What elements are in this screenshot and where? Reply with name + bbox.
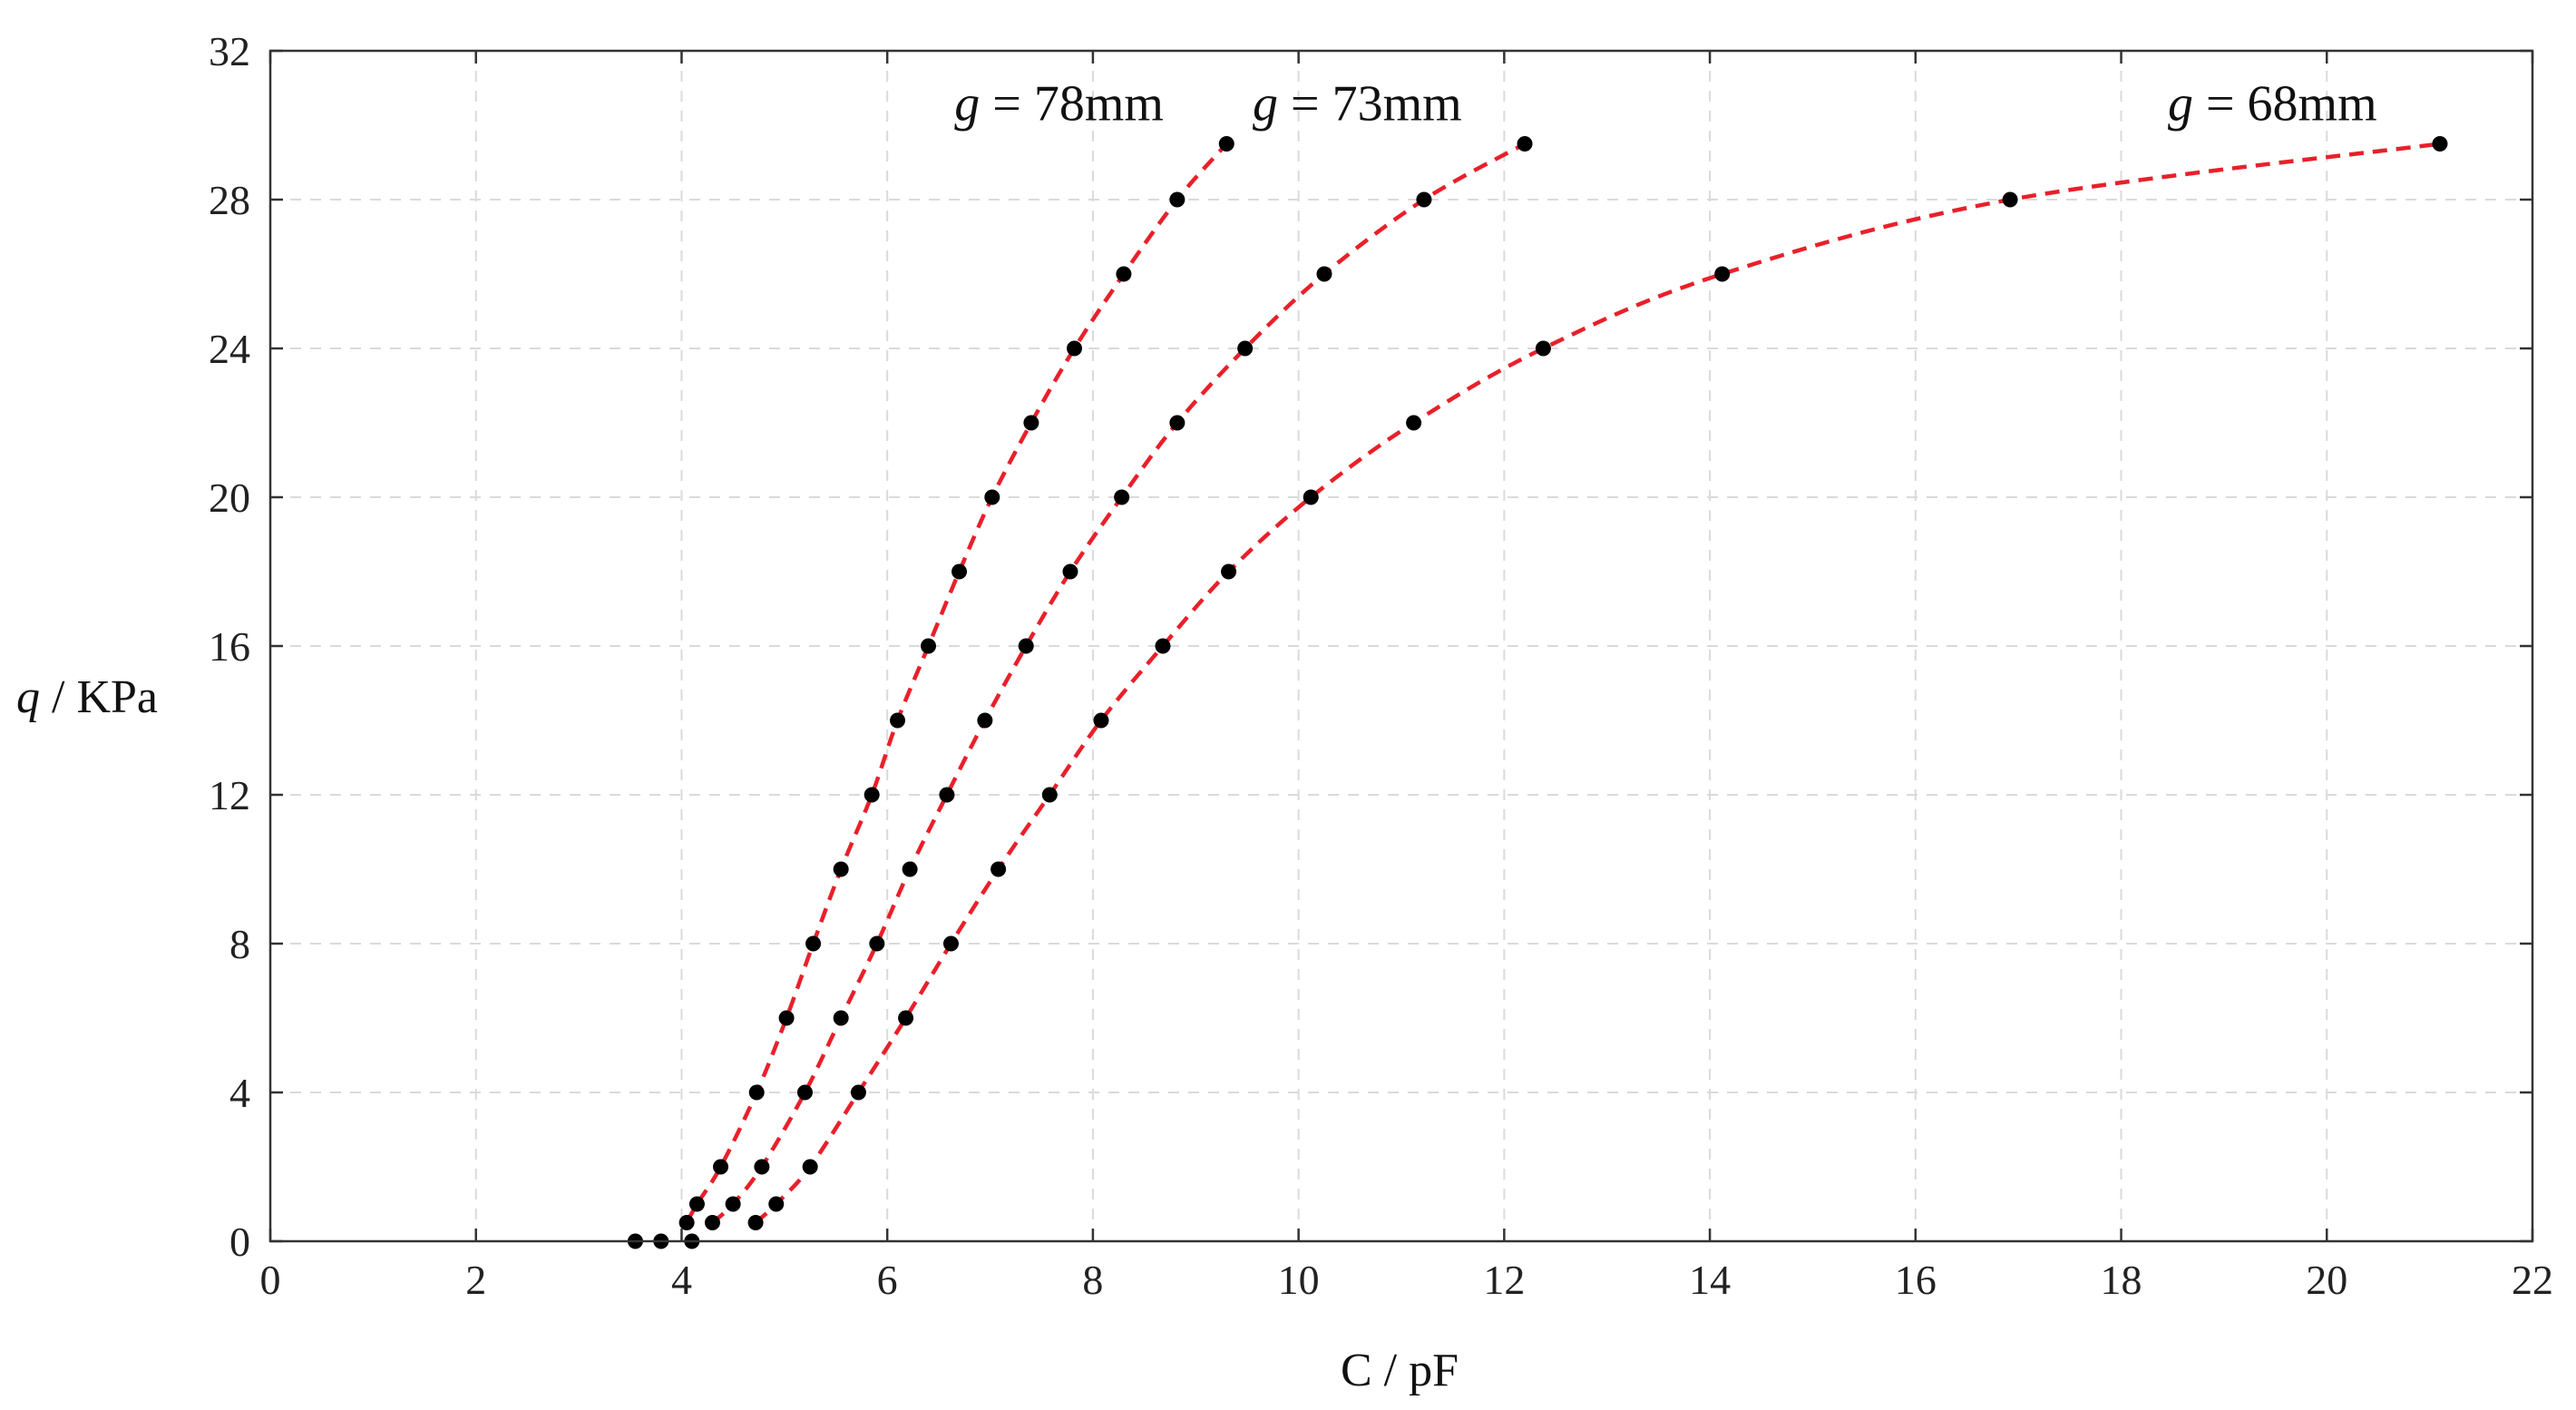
data-point-series-3 [1221,563,1237,580]
data-point-series-3 [1155,638,1171,654]
data-point-series-1 [778,1010,795,1026]
y-tick-label: 8 [229,921,250,967]
data-point-series-1 [713,1159,729,1175]
data-point-series-3 [1714,266,1731,282]
series-label-1: g = 78mm [954,76,1164,132]
data-point-series-3 [898,1010,914,1026]
data-point-series-2 [704,1215,720,1230]
y-axis-title: q / KPa [16,671,158,723]
data-point-series-1 [688,1196,705,1212]
x-tick-labels: 0 2 4 6 8 10 12 14 16 18 20 22 [260,1257,2554,1303]
data-point-series-2 [1237,340,1254,357]
data-point-series-3 [990,861,1007,877]
x-tick-label: 18 [2101,1257,2142,1303]
data-point-series-2 [902,861,918,877]
y-tick-label: 0 [229,1219,250,1265]
x-tick-label: 8 [1082,1257,1103,1303]
y-axis-title-symbol: q [16,671,40,723]
y-tick-labels: 0 4 8 12 16 20 24 28 32 [209,28,250,1265]
grid [270,51,2532,1241]
data-point-series-2 [754,1159,770,1175]
data-point-series-3 [1093,712,1109,729]
series-label-symbol: g [954,76,980,132]
fit-line-series-2 [710,142,1527,1225]
series-label-value: = 78mm [980,76,1164,132]
data-point-series-1 [678,1215,695,1230]
x-tick-label: 22 [2512,1257,2553,1303]
data-point-series-2 [1018,638,1034,654]
data-point-series-3 [1041,787,1058,803]
y-tick-label: 28 [209,177,250,223]
y-tick-label: 4 [229,1070,250,1116]
x-tick-label: 20 [2306,1257,2347,1303]
x-tick-label: 2 [465,1257,486,1303]
data-point-series-1 [921,638,937,654]
data-point-series-2 [725,1196,741,1212]
y-tick-label: 32 [209,28,250,74]
data-point-series-2 [1169,415,1186,431]
y-tick-label: 24 [209,326,250,372]
series-label-symbol: g [1253,76,1278,132]
data-point-series-3 [1535,340,1551,357]
data-point-series-3 [768,1196,785,1212]
data-point-series-3 [802,1159,818,1175]
data-point-series-1 [890,712,906,729]
data-point-series-1 [805,935,822,952]
data-point-series-1 [951,563,968,580]
data-point-series-2 [796,1084,813,1101]
series-label-3: g = 68mm [2168,76,2377,132]
data-point-series-2 [1062,563,1078,580]
data-points [627,136,2448,1249]
series-label-2: g = 73mm [1253,76,1462,132]
series-label-symbol: g [2168,76,2193,132]
data-point-series-2 [939,787,955,803]
fit-lines [685,142,2441,1225]
data-point-series-1 [1067,340,1083,357]
data-point-series-3 [850,1084,866,1101]
fit-line-series-3 [754,142,2441,1225]
data-point-series-2 [1517,136,1533,152]
x-tick-label: 6 [877,1257,898,1303]
data-point-series-3 [942,935,959,952]
y-tick-label: 12 [209,772,250,818]
data-point-series-3 [1406,415,1422,431]
data-point-series-1 [833,861,849,877]
data-point-series-1 [1218,136,1234,152]
data-point-series-3 [2002,191,2018,208]
data-point-series-1 [1116,266,1132,282]
data-point-series-2 [833,1010,849,1026]
x-tick-label: 10 [1278,1257,1320,1303]
data-point-series-2 [1316,266,1332,282]
data-point-series-3 [1303,489,1319,505]
data-point-series-1 [748,1084,765,1101]
data-point-series-3 [747,1215,764,1230]
series-labels: g = 78mm g = 73mm g = 68mm [954,76,2376,132]
series-label-value: = 68mm [2193,76,2377,132]
data-point-series-3 [2432,136,2448,152]
data-point-series-2 [1416,191,1432,208]
y-tick-label: 16 [209,623,250,670]
x-tick-label: 4 [671,1257,692,1303]
data-point-series-2 [977,712,993,729]
data-point-series-1 [864,787,880,803]
data-point-series-1 [984,489,1000,505]
x-tick-label: 14 [1689,1257,1731,1303]
data-point-series-2 [869,935,885,952]
fit-line-series-1 [685,142,1228,1224]
series-label-value: = 73mm [1278,76,1462,132]
y-tick-label: 20 [209,475,250,521]
x-tick-label: 16 [1895,1257,1937,1303]
data-point-series-1 [1169,191,1186,208]
data-point-series-2 [1114,489,1130,505]
data-point-series-1 [1023,415,1039,431]
y-axis-title-unit: / KPa [40,671,158,723]
x-tick-label: 0 [260,1257,281,1303]
tick-marks [268,49,2534,1243]
x-axis-title: C / pF [1341,1345,1459,1396]
x-tick-label: 12 [1483,1257,1525,1303]
